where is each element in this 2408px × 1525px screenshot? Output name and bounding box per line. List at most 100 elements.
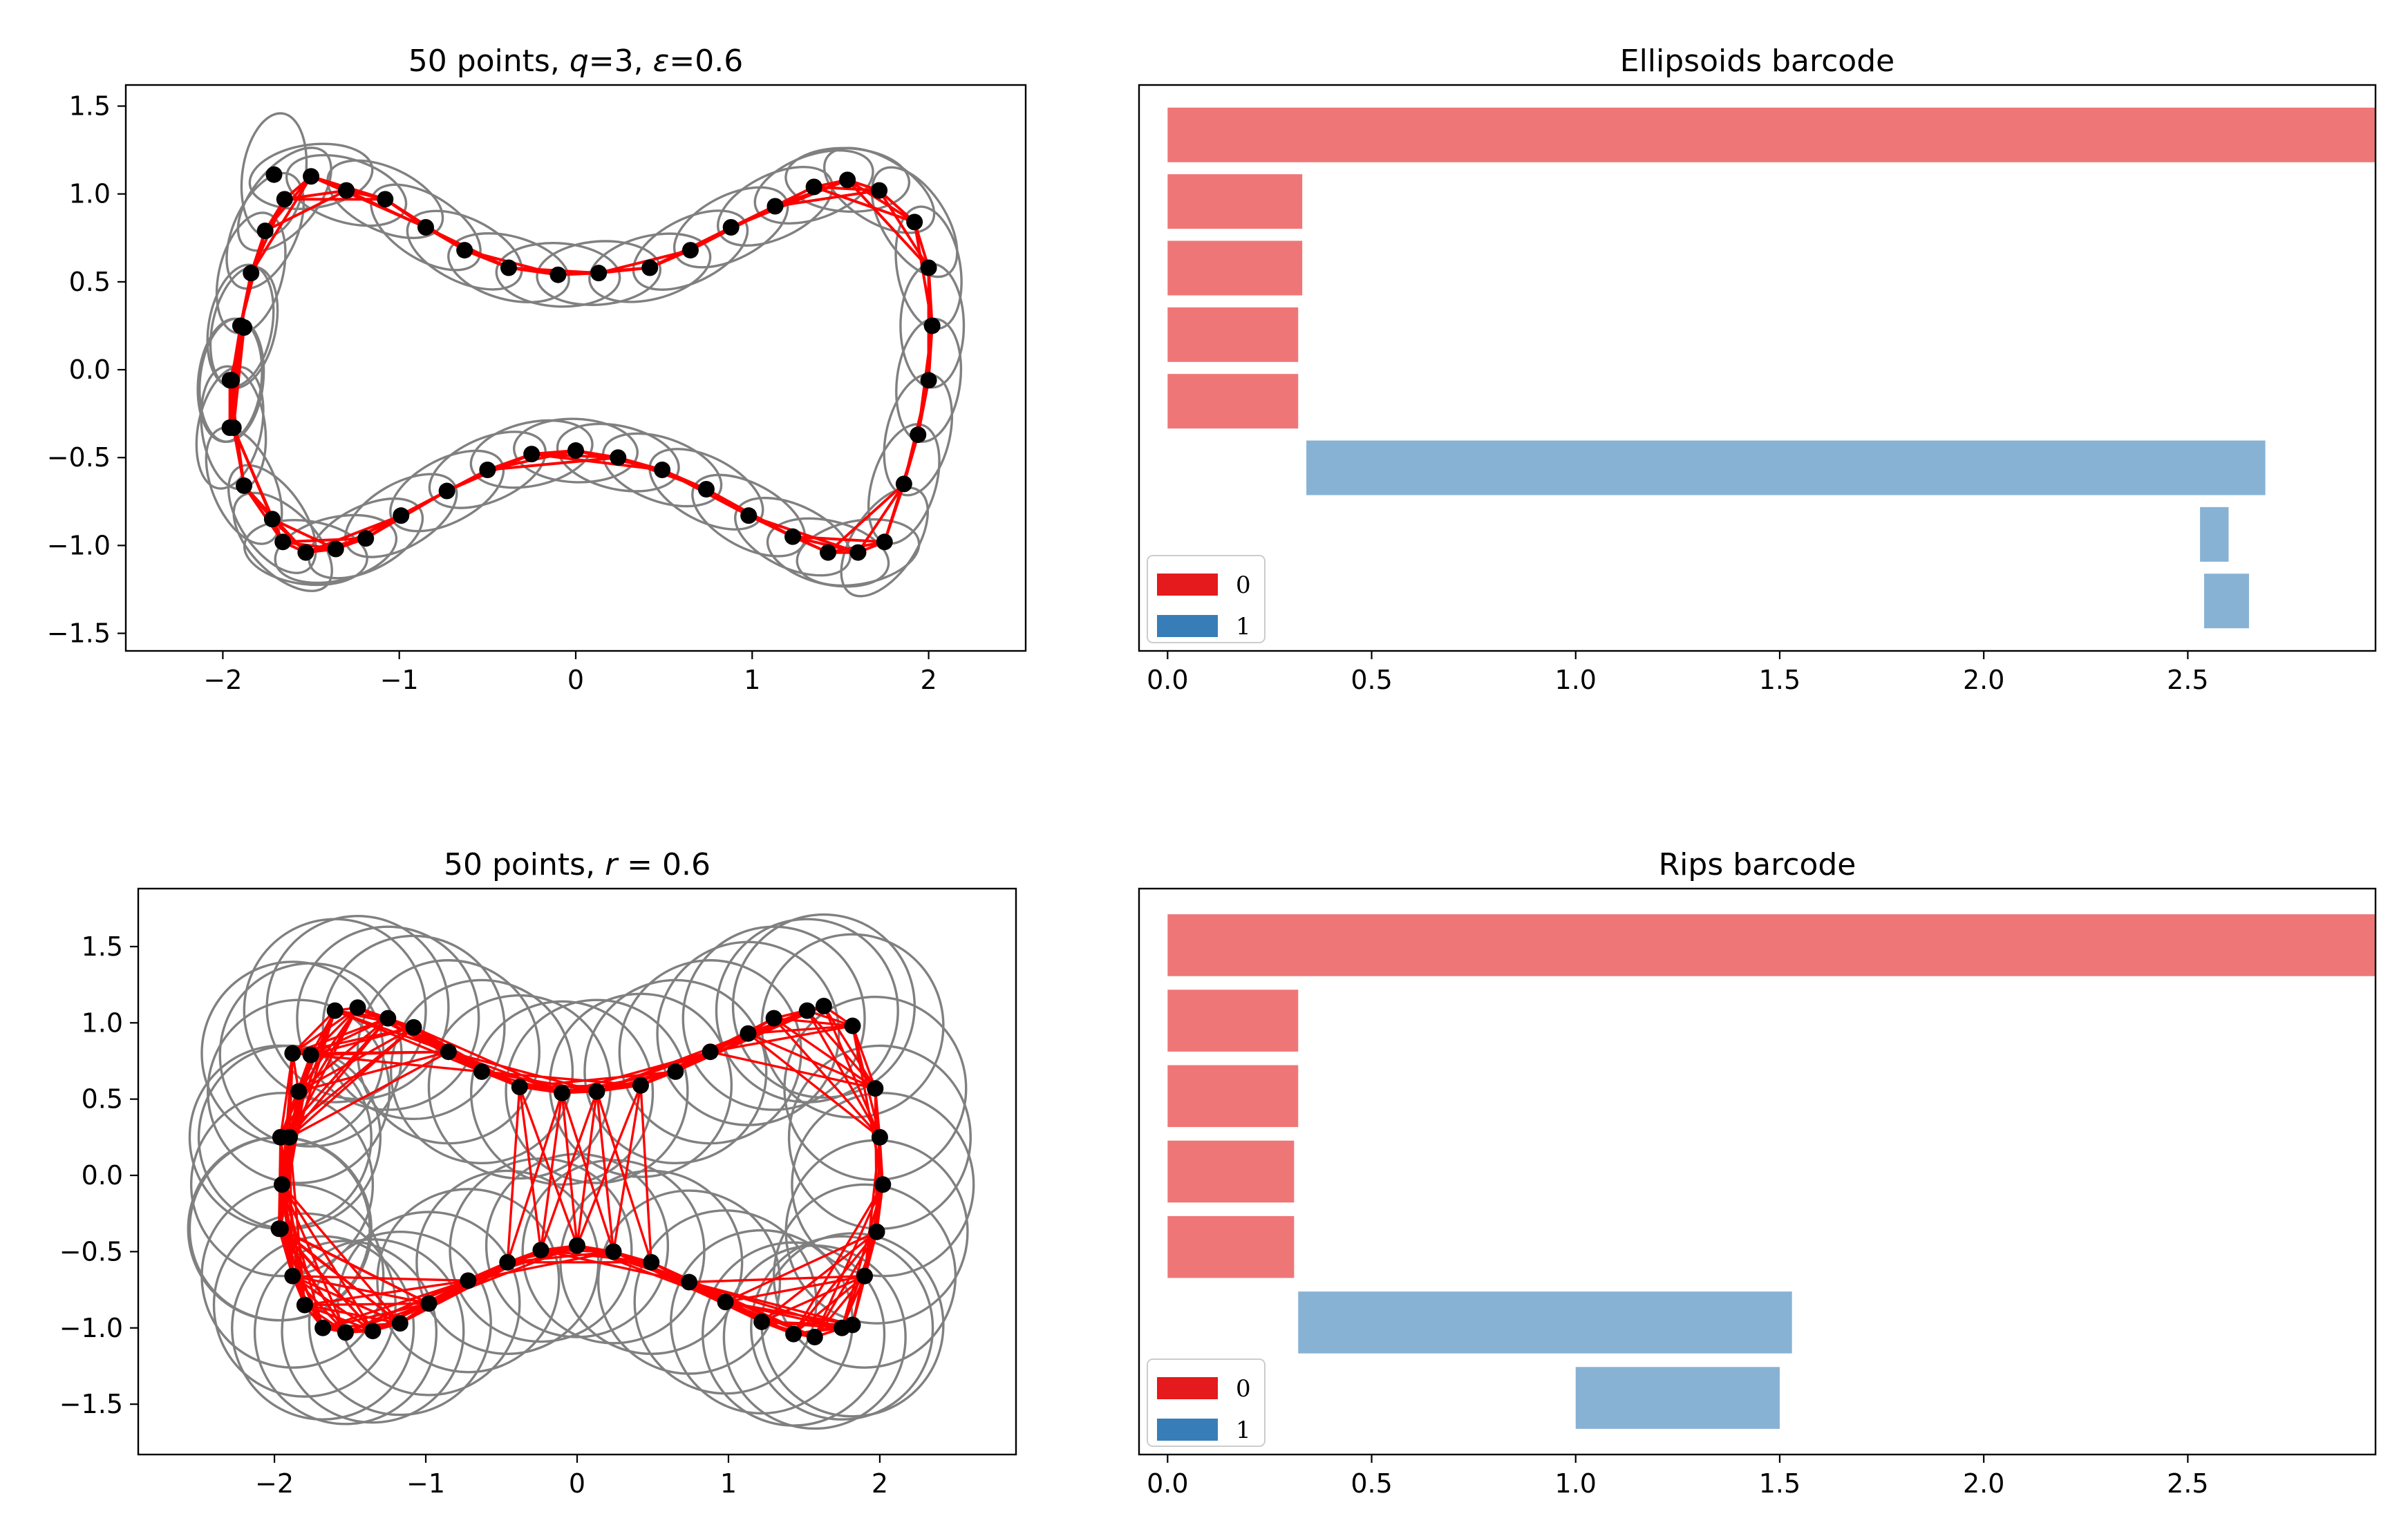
x-tick-label: 0.5 [1351,1468,1392,1499]
ellipse-neighborhood [370,183,482,272]
complex-edge [292,1010,336,1054]
data-point [697,481,715,498]
data-point [643,1253,660,1271]
data-point [290,1083,308,1100]
data-point [337,1324,354,1341]
ball-neighborhood [772,1183,957,1369]
data-point [856,1267,874,1285]
complex-edge [279,1007,359,1138]
complex-edge [576,1085,642,1247]
barcode-bar-dim1 [1298,1291,1792,1354]
ellipse-neighborhood [556,422,680,493]
ellipse-neighborhood [469,419,594,489]
data-point [243,265,260,282]
data-point [274,533,292,551]
axes-frame [1138,887,2377,1456]
data-point [284,1267,301,1285]
complex-edge [851,1276,866,1325]
data-point [740,1025,757,1042]
complex-edge [688,1275,865,1284]
data-point [274,1176,291,1193]
chart-title-part: = 0.6 [617,847,711,882]
ellipse-neighborhood [326,159,444,240]
x-tick-label: 0.0 [1147,665,1188,695]
data-point [284,1045,301,1062]
data-point [303,168,320,185]
legend-swatch [1157,1377,1218,1399]
data-point [349,999,366,1016]
legend-swatch [1157,574,1218,596]
data-point [523,446,540,463]
complex-edge [272,518,337,551]
data-point [784,528,802,545]
x-tick-label: 0 [569,1468,585,1499]
chart-title: Rips barcode [1659,847,1856,882]
complex-edge [840,1276,866,1329]
data-point [440,1043,457,1061]
complex-edge [335,1010,482,1073]
axes-frame [1138,84,2377,652]
complex-edge [847,178,916,224]
data-point [296,1296,313,1314]
complex-edge [539,1091,599,1251]
data-point [532,1242,549,1259]
data-point [357,530,375,547]
legend: 01 [1147,555,1266,643]
data-point [588,1083,605,1100]
data-point [871,1128,888,1146]
data-point [844,1017,861,1034]
complex-edge [639,1085,652,1262]
data-point [265,166,283,183]
complex-edge [822,1005,876,1090]
barcode-bar-dim0 [1167,1215,1295,1278]
ellipse-neighborhood [428,430,547,509]
complex-edge [827,482,905,554]
ball-neighborhood [521,1159,706,1345]
data-point [868,1223,885,1240]
barcode-bar-dim1 [2204,574,2249,629]
data-point [302,1046,319,1063]
ball-neighborhood [485,1153,670,1338]
data-point [805,178,822,196]
ball-neighborhood [715,918,899,1104]
complex-edge [279,1010,337,1138]
ellipse-neighborhood [495,241,621,308]
ball-neighborhood [750,1235,934,1421]
complex-edge [775,189,880,208]
data-point [590,265,608,282]
y-tick-label: 0.0 [69,354,111,385]
data-point [297,544,314,561]
data-point [923,317,941,334]
complex-edge [595,1091,652,1263]
data-point [765,1010,782,1027]
x-tick-label: 2 [920,665,937,695]
data-point [379,1010,397,1027]
ellipse-neighborhood [513,417,639,484]
x-tick-label: −2 [255,1468,294,1499]
x-tick-label: 1 [720,1468,737,1499]
ellipse-neighborhood [796,518,921,587]
data-point [798,1002,816,1019]
data-point [895,475,912,493]
data-point [681,242,699,259]
complex-edge [506,1086,521,1262]
ellipse-neighborhood [227,464,317,574]
plot-area [195,112,966,598]
data-point [920,372,937,389]
complex-edge [762,1320,843,1329]
barcode-bar-dim0 [1167,374,1299,429]
chart-title: 50 points, q=3, ε=0.6 [408,44,744,79]
complex-edge [250,176,312,274]
complex-edge [281,1184,402,1325]
data-point [270,1220,288,1238]
complex-edge [279,1017,389,1138]
complex-edge [448,1050,597,1093]
chart-title: Ellipsoids barcode [1620,44,1894,79]
complex-edge [507,1250,614,1264]
plot-area [1167,914,2376,1429]
x-tick-label: 0.5 [1351,665,1392,695]
data-point [605,1243,622,1260]
data-point [499,1253,516,1271]
complex-edge [518,1086,579,1247]
complex-edge [792,535,885,544]
